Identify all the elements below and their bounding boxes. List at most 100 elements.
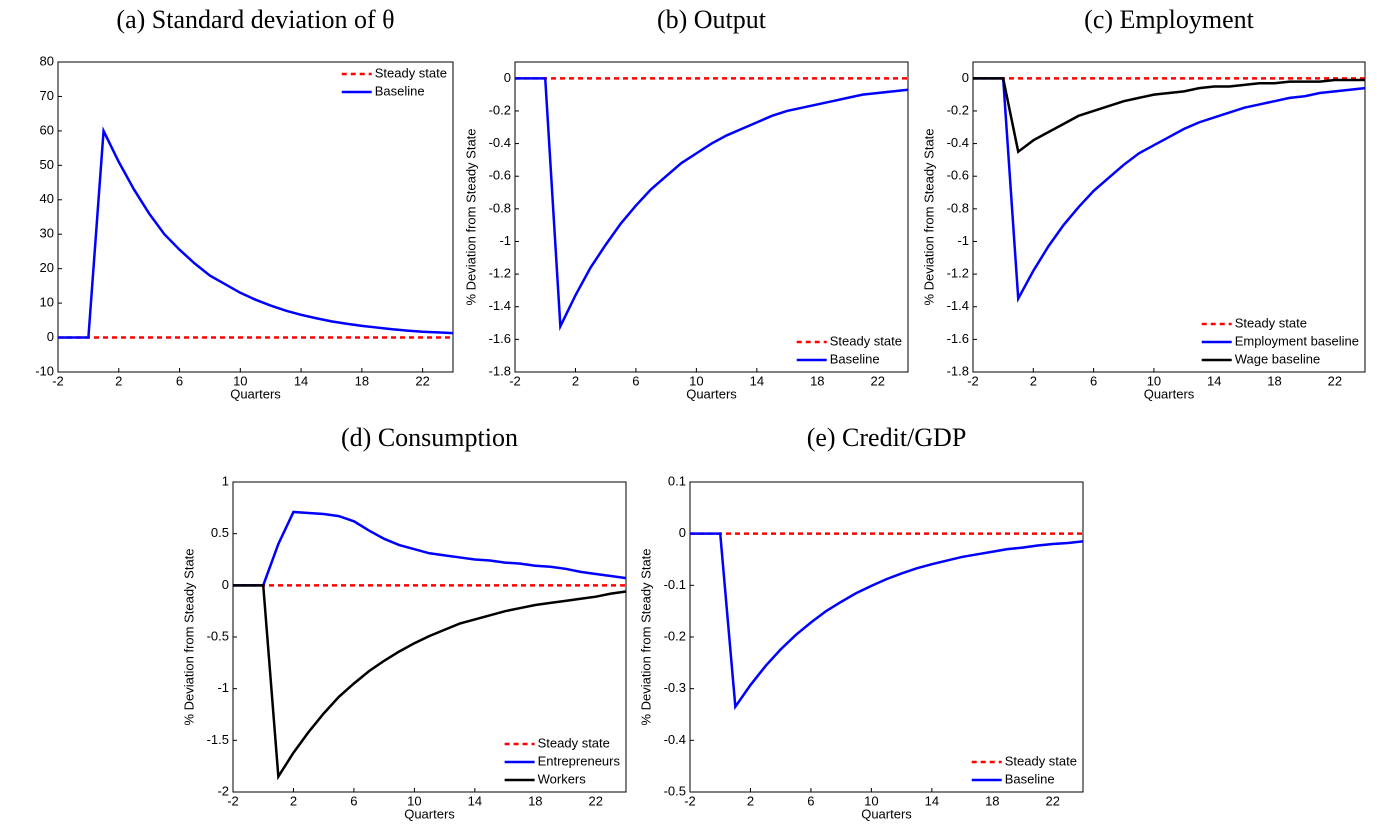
legend-label: Baseline: [375, 83, 425, 98]
x-tick-label: -2: [227, 793, 239, 808]
y-tick-label: -0.5: [664, 783, 686, 798]
legend: [337, 63, 452, 103]
chart-title: (b) Output: [657, 5, 767, 34]
x-tick-label: 10: [233, 373, 247, 388]
plot-area: [689, 481, 1084, 793]
y-tick-label: 60: [40, 122, 54, 137]
chart-title: (d) Consumption: [341, 423, 518, 452]
y-tick-label: 0: [679, 525, 686, 540]
legend: [792, 330, 908, 372]
y-tick-label: 0: [962, 70, 969, 85]
legend-label: Baseline: [830, 351, 880, 366]
y-tick-label: -0.2: [664, 628, 686, 643]
legend-label: Steady state: [1235, 315, 1307, 330]
y-tick-label: -0.2: [947, 102, 969, 117]
y-tick-label: 0.5: [211, 525, 229, 540]
y-tick-label: -0.4: [489, 135, 511, 150]
x-tick-label: 2: [290, 793, 297, 808]
y-tick-label: 20: [40, 260, 54, 275]
series-line: [973, 77, 1366, 303]
y-axis-label: % Deviation from Steady State: [463, 128, 478, 305]
series-line: [515, 77, 909, 332]
y-tick-label: -1.8: [489, 363, 511, 378]
y-tick-label: -0.6: [489, 168, 511, 183]
y-tick-label: 0.1: [668, 473, 686, 488]
x-tick-label: 22: [1046, 793, 1060, 808]
x-axis-label: Quarters: [861, 806, 912, 821]
legend-label: Steady state: [538, 735, 610, 750]
x-tick-label: 22: [589, 793, 603, 808]
y-axis-label: % Deviation from Steady State: [638, 548, 653, 725]
y-tick-label: 0: [47, 329, 54, 344]
legend-label: Baseline: [1005, 771, 1055, 786]
x-axis-label: Quarters: [1144, 386, 1195, 401]
series-line: [58, 126, 454, 339]
x-tick-label: 10: [864, 793, 878, 808]
x-tick-label: 18: [985, 793, 999, 808]
x-tick-label: -2: [684, 793, 696, 808]
x-tick-label: 6: [807, 793, 814, 808]
y-tick-label: -1.4: [947, 298, 969, 313]
y-axis-label: % Deviation from Steady State: [921, 128, 936, 305]
y-tick-label: -10: [35, 363, 54, 378]
legend-label: Employment baseline: [1235, 333, 1359, 348]
x-tick-label: 10: [407, 793, 421, 808]
chart-title: (e) Credit/GDP: [807, 423, 967, 452]
legend-label: Wage baseline: [1235, 351, 1321, 366]
x-tick-label: 22: [871, 373, 885, 388]
y-tick-label: 30: [40, 226, 54, 241]
y-tick-label: 50: [40, 157, 54, 172]
y-tick-label: 40: [40, 191, 54, 206]
y-tick-label: -1.2: [947, 266, 969, 281]
y-tick-label: -1.5: [207, 732, 229, 747]
y-tick-label: 80: [40, 53, 54, 68]
x-tick-label: -2: [52, 373, 64, 388]
y-tick-label: -1.2: [489, 266, 511, 281]
legend-label: Workers: [538, 771, 587, 786]
x-tick-label: 18: [810, 373, 824, 388]
plot-area: [57, 61, 454, 373]
y-tick-label: -0.2: [489, 102, 511, 117]
x-tick-label: 2: [1030, 373, 1037, 388]
y-tick-label: -0.8: [489, 200, 511, 215]
y-tick-label: -1.6: [489, 331, 511, 346]
y-tick-label: 10: [40, 295, 54, 310]
x-tick-label: -2: [509, 373, 521, 388]
chart-title: (a) Standard deviation of θ: [116, 5, 394, 34]
x-tick-label: 6: [1090, 373, 1097, 388]
x-tick-label: 2: [115, 373, 122, 388]
y-tick-label: -0.6: [947, 168, 969, 183]
legend-label: Steady state: [1005, 753, 1077, 768]
x-tick-label: 14: [468, 793, 482, 808]
x-tick-label: 10: [689, 373, 703, 388]
legend: [967, 750, 1083, 792]
legend-label: Steady state: [830, 333, 902, 348]
plot-area: [514, 61, 909, 373]
x-tick-label: 14: [1207, 373, 1221, 388]
series-line: [233, 584, 627, 781]
x-axis-label: Quarters: [404, 806, 455, 821]
y-tick-label: 0: [222, 577, 229, 592]
y-tick-label: -1.4: [489, 298, 511, 313]
y-tick-label: -0.8: [947, 200, 969, 215]
series-line: [690, 532, 1084, 711]
x-tick-label: 18: [1267, 373, 1281, 388]
x-tick-label: 22: [415, 373, 429, 388]
series-line: [973, 77, 1365, 154]
y-tick-label: -0.5: [207, 628, 229, 643]
legend-label: Entrepreneurs: [538, 753, 621, 768]
y-tick-label: 1: [222, 473, 229, 488]
x-tick-label: 6: [176, 373, 183, 388]
x-tick-label: 18: [528, 793, 542, 808]
y-tick-label: -1: [217, 680, 229, 695]
x-tick-label: 2: [747, 793, 754, 808]
x-tick-label: 14: [294, 373, 308, 388]
y-tick-label: -0.4: [664, 732, 686, 747]
x-tick-label: 18: [355, 373, 369, 388]
x-tick-label: 2: [572, 373, 579, 388]
x-tick-label: 10: [1147, 373, 1161, 388]
series-line: [233, 510, 627, 587]
y-tick-label: -1.6: [947, 331, 969, 346]
x-tick-label: 6: [632, 373, 639, 388]
